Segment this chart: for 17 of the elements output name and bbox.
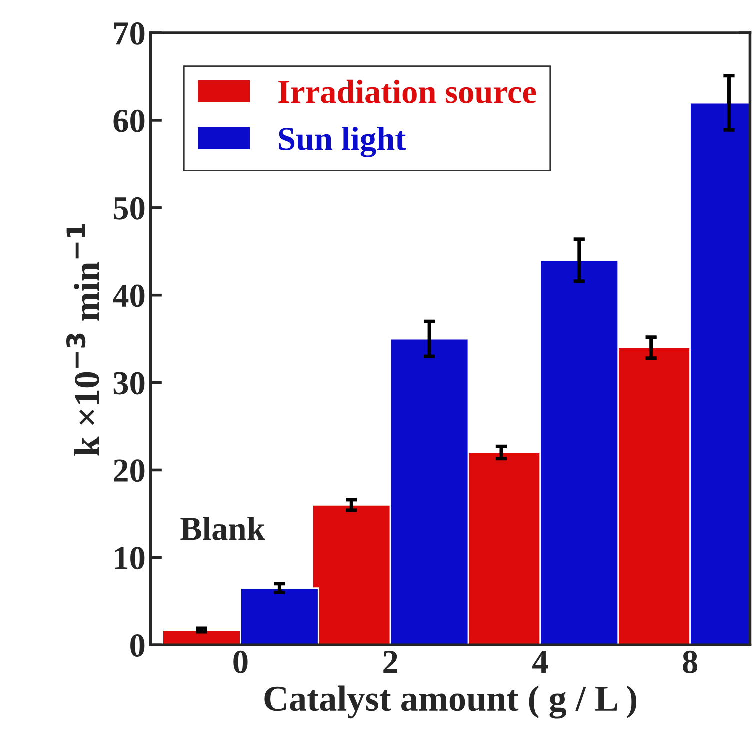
x-tick-label: 2 (384, 651, 398, 674)
y-tick-label: 40 (113, 284, 145, 308)
y-tick-label: 30 (114, 372, 145, 395)
y-axis-title: k ×10$^{−3}$ min$^{−1}$ (66, 224, 100, 456)
y-tick-label: 50 (114, 197, 145, 220)
annotation: Blank (180, 516, 266, 540)
x-axis-title: Catalyst amount ( g / L ) (264, 686, 637, 719)
x-tick-label: 0 (234, 650, 248, 674)
y-tick-label: 10 (115, 547, 145, 570)
x-tick-label: 4 (532, 651, 548, 674)
legend-label: Irradiation source (278, 80, 536, 104)
y-tick-label: 20 (114, 460, 145, 482)
y-tick-label: 0 (130, 634, 145, 657)
legend-label: Sun light (279, 127, 406, 158)
x-tick-label: 8 (683, 650, 698, 674)
y-tick-label: 60 (114, 110, 145, 132)
y-tick-label: 70 (114, 22, 145, 45)
